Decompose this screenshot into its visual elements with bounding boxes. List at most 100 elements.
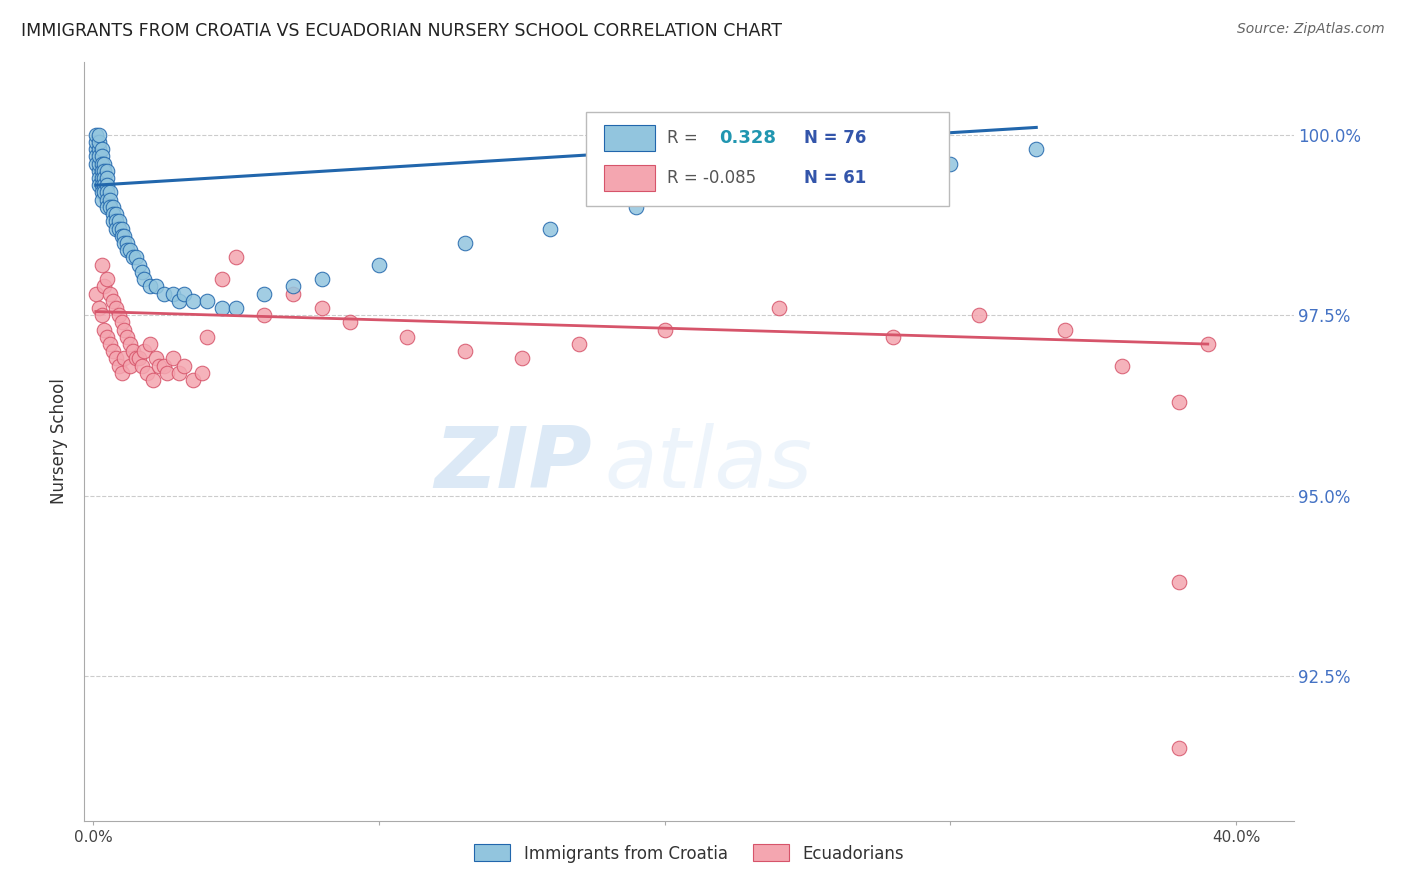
Point (195, 293, 218, 308)
Point (101, 200, 124, 214)
Point (87, 171, 110, 186)
Point (882, 330, 904, 344)
Point (768, 301, 790, 315)
Point (967, 308, 990, 322)
Point (225, 251, 247, 265)
Text: R = -0.085: R = -0.085 (668, 169, 756, 186)
Point (90, 186, 112, 200)
Point (162, 351, 184, 366)
Point (125, 251, 148, 265)
Point (134, 344, 156, 359)
Text: 0.328: 0.328 (720, 129, 776, 147)
Point (98, 337, 121, 351)
Point (367, 258, 389, 272)
Point (145, 279, 167, 293)
Point (181, 373, 204, 387)
Point (120, 337, 142, 351)
Point (98, 286, 121, 301)
Text: atlas: atlas (605, 423, 813, 506)
Point (1168, 741, 1191, 756)
Point (211, 301, 233, 315)
Point (87, 135, 110, 149)
Point (134, 272, 156, 286)
Point (167, 366, 190, 380)
Point (115, 330, 138, 344)
Point (93, 323, 115, 337)
Point (853, 171, 876, 186)
Point (110, 315, 132, 329)
Point (96, 163, 118, 178)
Point (190, 366, 212, 380)
Point (181, 293, 204, 308)
Point (87, 163, 110, 178)
Y-axis label: Nursery School: Nursery School (51, 378, 69, 505)
Point (104, 351, 127, 366)
Point (125, 351, 148, 366)
Point (225, 301, 247, 315)
Point (156, 366, 179, 380)
Point (93, 156, 115, 170)
Point (142, 373, 165, 387)
Text: IMMIGRANTS FROM CROATIA VS ECUADORIAN NURSERY SCHOOL CORRELATION CHART: IMMIGRANTS FROM CROATIA VS ECUADORIAN NU… (21, 22, 782, 40)
Point (87, 142, 110, 156)
Point (110, 228, 132, 243)
Point (101, 207, 124, 221)
Point (84, 156, 107, 170)
Point (107, 308, 129, 322)
Point (101, 344, 124, 359)
Point (98, 193, 121, 207)
Point (139, 337, 162, 351)
Point (90, 258, 112, 272)
Point (396, 330, 419, 344)
Point (96, 186, 118, 200)
Point (96, 171, 118, 186)
Legend: Immigrants from Croatia, Ecuadorians: Immigrants from Croatia, Ecuadorians (467, 838, 911, 869)
Point (148, 359, 170, 373)
Text: N = 76: N = 76 (804, 129, 866, 147)
FancyBboxPatch shape (605, 165, 655, 191)
Point (153, 359, 176, 373)
Point (253, 286, 276, 301)
Point (339, 315, 361, 329)
FancyBboxPatch shape (605, 126, 655, 151)
Point (173, 286, 195, 301)
Point (115, 243, 138, 257)
Point (107, 359, 129, 373)
Point (122, 251, 145, 265)
Point (96, 178, 118, 193)
Point (96, 193, 118, 207)
FancyBboxPatch shape (586, 112, 949, 206)
Point (90, 163, 112, 178)
Point (453, 344, 475, 359)
Point (740, 186, 762, 200)
Point (139, 279, 162, 293)
Point (654, 323, 676, 337)
Point (112, 235, 135, 250)
Point (84, 149, 107, 163)
Point (98, 186, 121, 200)
Point (90, 178, 112, 193)
Point (153, 286, 176, 301)
Point (107, 214, 129, 228)
Point (538, 221, 561, 235)
Point (128, 258, 150, 272)
Text: R =: R = (668, 129, 703, 147)
Point (1053, 323, 1076, 337)
Point (211, 272, 233, 286)
Point (281, 286, 304, 301)
Point (145, 351, 167, 366)
Point (98, 200, 121, 214)
Point (104, 221, 127, 235)
Point (90, 156, 112, 170)
Point (453, 235, 475, 250)
Text: N = 61: N = 61 (804, 169, 866, 186)
Point (120, 243, 142, 257)
Point (131, 359, 153, 373)
Point (93, 186, 115, 200)
Point (311, 301, 333, 315)
Point (90, 308, 112, 322)
Point (90, 142, 112, 156)
Point (1025, 142, 1047, 156)
Point (128, 351, 150, 366)
Point (167, 293, 190, 308)
